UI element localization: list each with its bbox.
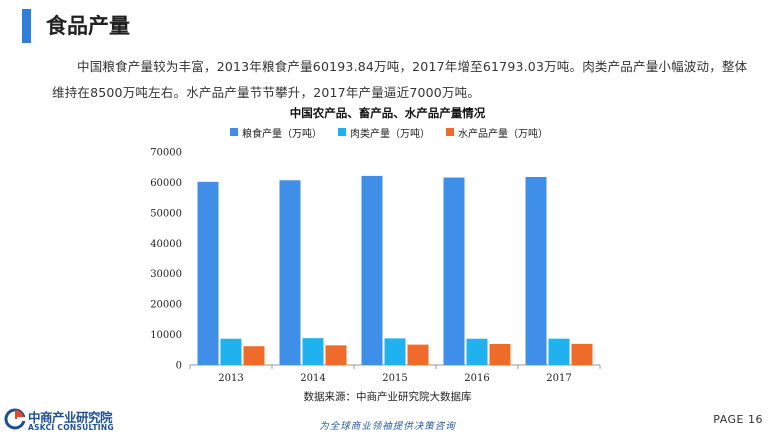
y-tick-label: 60000: [150, 178, 182, 189]
bar-aquatic-2013: [243, 346, 265, 365]
x-tick-label: 2014: [300, 373, 325, 384]
bar-grain-2015: [361, 175, 383, 365]
x-tick-label: 2013: [218, 373, 243, 384]
legend-item-grain: 粮食产量（万吨）: [230, 125, 322, 140]
slide-title: 食品产量: [46, 14, 130, 38]
page-number: PAGE 16: [713, 413, 763, 426]
x-tick-label: 2015: [382, 373, 407, 384]
y-tick-label: 0: [176, 361, 182, 372]
legend-label-meat: 肉类产量（万吨）: [350, 128, 430, 140]
bar-grain-2016: [443, 177, 465, 365]
bar-meat-2017: [548, 338, 570, 365]
legend-label-aquatic: 水产品产量（万吨）: [458, 128, 548, 140]
legend-item-meat: 肉类产量（万吨）: [338, 125, 430, 140]
bar-aquatic-2017: [571, 343, 593, 365]
bar-grain-2013: [197, 181, 219, 365]
y-tick-label: 20000: [150, 300, 182, 311]
description-paragraph: 中国粮食产量较为丰富，2013年粮食产量60193.84万吨，2017年增至61…: [52, 59, 748, 100]
data-source: 数据来源：中商产业研究院大数据库: [303, 391, 472, 403]
footer-slogan: 为全球商业领袖提供决策咨询: [319, 421, 456, 432]
x-tick-label: 2017: [546, 373, 571, 384]
bar-aquatic-2016: [489, 344, 511, 365]
bar-aquatic-2014: [325, 345, 347, 365]
legend-swatch-aquatic: [446, 128, 454, 136]
legend-swatch-meat: [338, 128, 346, 136]
title-accent-bar: [22, 9, 31, 43]
x-tick-label: 2016: [464, 373, 489, 384]
company-logo: 中商产业研究院 ASKCI CONSULTING: [4, 405, 114, 435]
legend-item-aquatic: 水产品产量（万吨）: [446, 125, 548, 140]
bar-meat-2013: [220, 338, 242, 365]
logo-subtitle: ASKCI CONSULTING: [28, 423, 114, 432]
y-tick-label: 40000: [150, 239, 182, 250]
bar-grain-2017: [525, 176, 547, 365]
bar-meat-2014: [302, 338, 324, 365]
y-tick-label: 70000: [150, 148, 182, 159]
bar-aquatic-2015: [407, 344, 429, 365]
chart-title: 中国农产品、畜产品、水产品产量情况: [289, 106, 486, 120]
bar-meat-2015: [384, 338, 406, 365]
logo-mark-icon: [4, 408, 26, 430]
legend-label-grain: 粮食产量（万吨）: [242, 128, 322, 140]
y-tick-label: 50000: [150, 208, 182, 219]
chart-legend: 粮食产量（万吨） 肉类产量（万吨） 水产品产量（万吨）: [230, 124, 548, 140]
bar-meat-2016: [466, 338, 488, 365]
legend-swatch-grain: [230, 128, 238, 136]
logo-name: 中商产业研究院: [28, 410, 113, 425]
y-tick-label: 30000: [150, 269, 182, 280]
y-tick-label: 10000: [150, 330, 182, 341]
bar-grain-2014: [279, 180, 301, 365]
